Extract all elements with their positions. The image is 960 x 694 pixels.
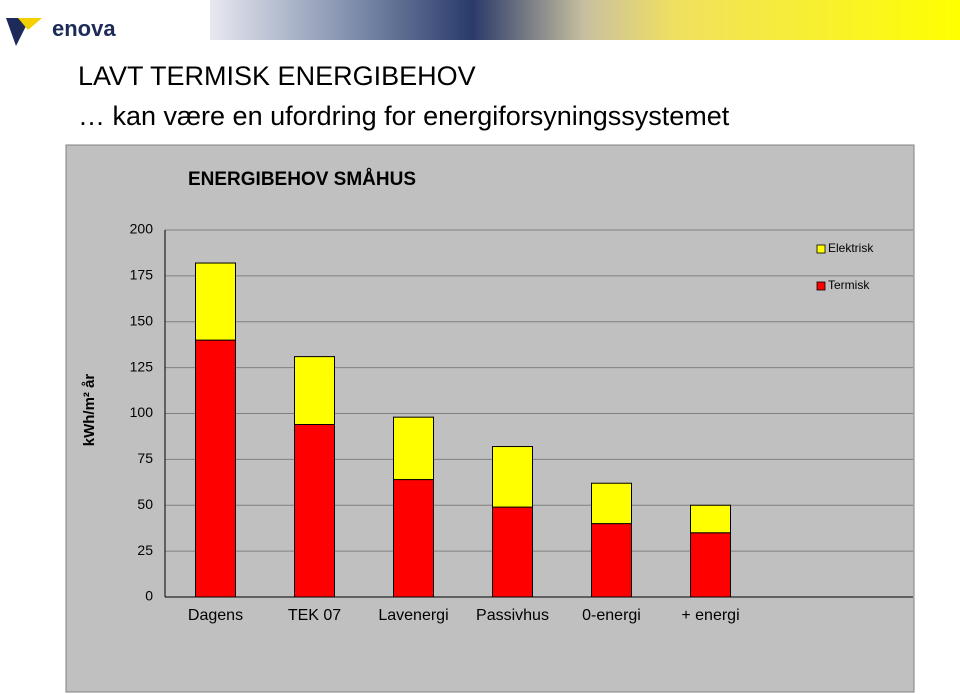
chart-title: ENERGIBEHOV SMÅHUS (188, 169, 416, 190)
y-tick-label: 125 (130, 358, 154, 374)
y-tick-label: 175 (130, 267, 154, 283)
logo-text: enova (52, 16, 116, 41)
x-tick-label: Dagens (188, 607, 243, 624)
bar-segment (492, 446, 533, 508)
legend-label: Termisk (828, 278, 870, 292)
legend-label: Elektrisk (828, 241, 874, 255)
x-tick-label: + energi (681, 607, 739, 624)
bar-segment (294, 424, 335, 598)
y-tick-label: 150 (130, 312, 154, 328)
y-tick-label: 75 (137, 450, 153, 466)
slide-title: LAVT TERMISK ENERGIBEHOV (78, 61, 476, 91)
y-axis-label: kWh/m² år (81, 374, 98, 447)
bar-segment (690, 504, 731, 534)
bar-segment (294, 356, 335, 426)
header-strip (210, 0, 960, 40)
y-tick-label: 200 (130, 221, 154, 237)
bar-segment (591, 523, 632, 598)
x-tick-label: TEK 07 (288, 607, 341, 624)
bar-segment (690, 532, 731, 598)
bar-segment (195, 339, 236, 598)
x-tick-label: 0-energi (582, 607, 641, 624)
bar-segment (591, 482, 632, 525)
y-tick-label: 0 (145, 588, 153, 604)
legend-swatch (816, 281, 826, 291)
bar-segment (195, 262, 236, 341)
bar-segment (393, 479, 434, 598)
bar-segment (393, 416, 434, 481)
x-tick-label: Passivhus (476, 607, 549, 624)
x-tick-label: Lavenergi (378, 607, 448, 624)
y-tick-label: 25 (137, 542, 153, 558)
legend-swatch (816, 244, 826, 254)
logo-mark-accent (18, 18, 42, 30)
y-tick-label: 50 (137, 496, 153, 512)
bar-segment (492, 506, 533, 598)
slide-subtitle: … kan være en ufordring for energiforsyn… (78, 101, 730, 131)
y-tick-label: 100 (130, 404, 154, 420)
